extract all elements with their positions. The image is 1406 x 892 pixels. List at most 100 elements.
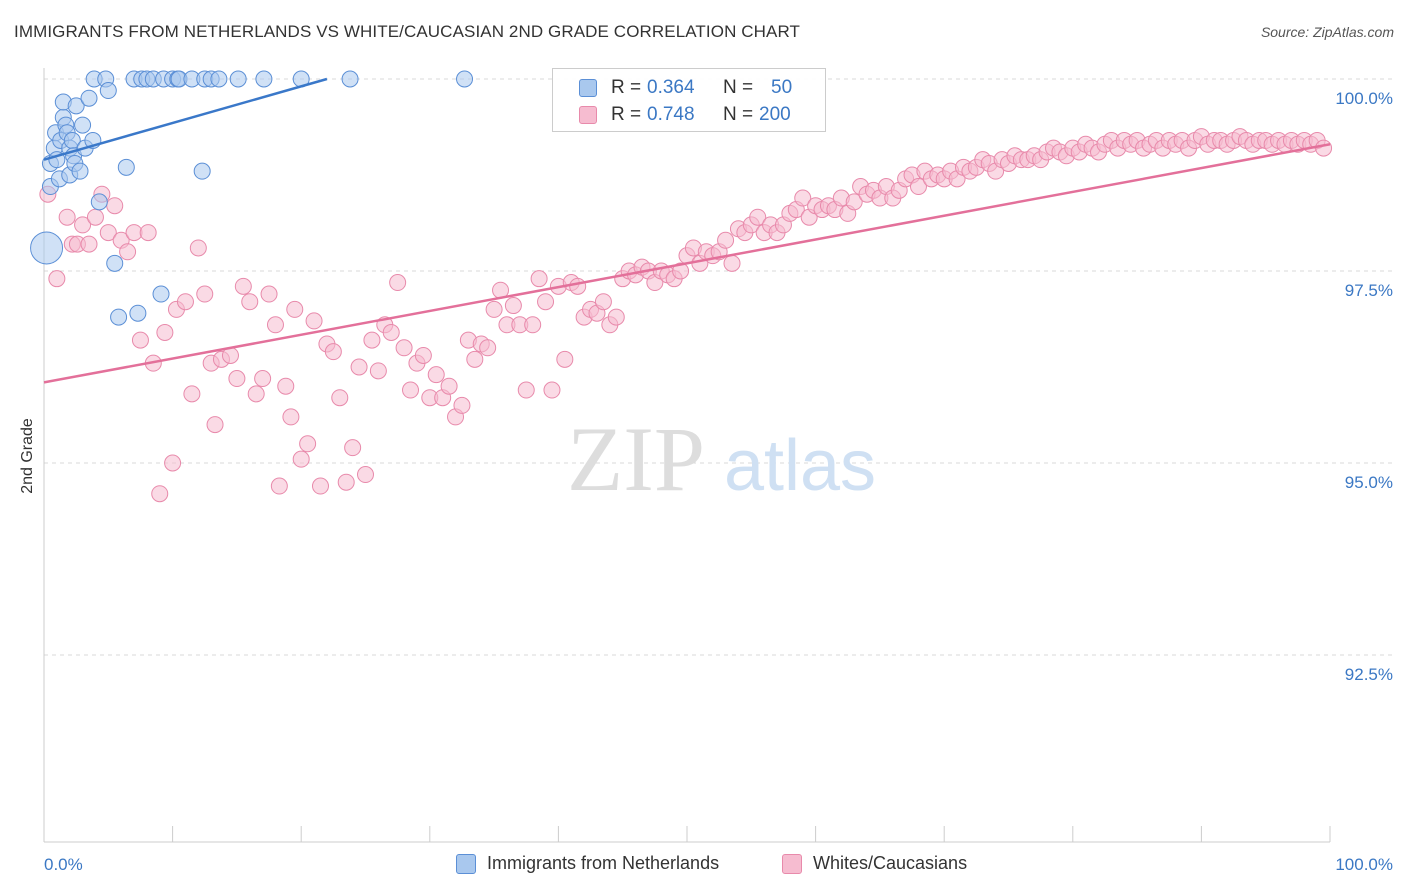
data-point-whites	[164, 454, 182, 472]
gridlines	[44, 78, 1395, 656]
bottom-legend-label-netherlands: Immigrants from Netherlands	[487, 853, 720, 873]
watermark-zip: ZIP	[567, 408, 705, 510]
data-point-whites	[382, 323, 400, 341]
data-point-netherlands	[152, 285, 170, 303]
tick-labels: 100.0% 97.5% 95.0% 92.5% 0.0% 100.0%	[44, 89, 1393, 874]
y-tick-label: 95.0%	[1345, 473, 1393, 492]
data-point-whites	[524, 316, 542, 334]
data-point-whites	[106, 197, 124, 215]
data-point-whites	[1315, 139, 1333, 157]
trend-line-whites	[43, 143, 1331, 384]
data-point-whites	[845, 193, 863, 211]
data-point-whites	[277, 377, 295, 395]
data-point-whites	[299, 435, 317, 453]
data-point-whites	[58, 208, 76, 226]
data-point-netherlands	[229, 70, 247, 88]
data-point-whites	[569, 277, 587, 295]
data-point-whites	[228, 370, 246, 388]
data-point-whites	[176, 293, 194, 311]
series-whites-caucasians	[39, 128, 1333, 503]
data-point-netherlands	[193, 162, 211, 180]
data-point-whites	[156, 323, 174, 341]
chart-title: IMMIGRANTS FROM NETHERLANDS VS WHITE/CAU…	[14, 22, 801, 41]
y-tick-label: 92.5%	[1345, 665, 1393, 684]
legend-n-value: 200	[759, 104, 791, 125]
data-point-netherlands	[255, 70, 273, 88]
data-point-whites	[305, 312, 323, 330]
data-point-whites	[344, 439, 362, 457]
data-point-whites	[414, 346, 432, 364]
data-point-whites	[594, 293, 612, 311]
data-point-whites	[292, 450, 310, 468]
legend-r-value: 0.364	[647, 77, 695, 98]
data-point-netherlands	[74, 116, 92, 134]
data-point-whites	[440, 377, 458, 395]
data-point-whites	[543, 381, 561, 399]
data-point-whites	[86, 208, 104, 226]
data-point-whites	[196, 285, 214, 303]
data-point-whites	[357, 466, 374, 484]
data-point-whites	[556, 350, 574, 368]
data-point-netherlands	[341, 70, 359, 88]
data-point-netherlands	[210, 70, 228, 88]
legend-swatch-blue	[579, 79, 597, 97]
data-point-whites	[254, 370, 272, 388]
data-point-whites	[427, 366, 445, 384]
data-point-netherlands	[110, 308, 128, 326]
data-point-whites	[350, 358, 368, 376]
data-point-whites	[723, 254, 741, 272]
series-immigrants-netherlands	[30, 70, 474, 326]
data-point-whites	[234, 277, 252, 295]
y-tick-label: 100.0%	[1335, 89, 1393, 108]
data-point-whites	[607, 308, 625, 326]
y-tick-label: 97.5%	[1345, 281, 1393, 300]
data-point-whites	[206, 416, 224, 434]
data-point-whites	[119, 243, 137, 261]
data-point-whites	[749, 208, 767, 226]
bottom-legend-label-whites: Whites/Caucasians	[813, 853, 968, 873]
data-point-whites	[337, 473, 355, 491]
watermark-atlas: atlas	[724, 426, 876, 506]
data-point-netherlands	[117, 158, 135, 176]
data-point-whites	[48, 270, 66, 288]
data-point-whites	[286, 300, 304, 318]
data-point-whites	[794, 189, 812, 207]
legend-r-value: 0.748	[647, 104, 695, 125]
data-point-whites	[504, 297, 522, 315]
source-label: Source: ZipAtlas.com	[1260, 24, 1394, 40]
data-point-whites	[909, 178, 927, 196]
legend-n-value: 50	[771, 77, 793, 98]
x-tick-label: 0.0%	[44, 855, 83, 874]
data-point-whites	[717, 231, 735, 249]
data-point-whites	[80, 235, 98, 253]
legend-row-netherlands: R = 0.364 N = 50	[553, 73, 825, 101]
bottom-legend-swatch-blue	[456, 854, 476, 874]
data-point-whites	[241, 293, 259, 311]
watermark: ZIP atlas	[567, 408, 876, 510]
data-point-whites	[466, 350, 484, 368]
data-point-whites	[389, 274, 407, 292]
bottom-legend-swatch-pink	[782, 854, 802, 874]
data-point-whites	[189, 239, 207, 257]
legend-swatch-pink	[579, 106, 597, 124]
data-point-whites	[485, 300, 503, 318]
legend-n-label: N =	[723, 104, 754, 125]
legend-n-label: N =	[723, 77, 754, 98]
legend-r-label: R =	[611, 104, 642, 125]
data-point-netherlands	[106, 254, 124, 272]
data-point-whites	[74, 216, 92, 234]
data-point-whites	[672, 262, 690, 280]
legend-r-label: R =	[611, 77, 642, 98]
data-point-whites	[395, 339, 413, 357]
data-point-netherlands	[90, 193, 108, 211]
data-point-whites	[479, 339, 497, 357]
data-point-whites	[260, 285, 278, 303]
data-point-whites	[282, 408, 300, 426]
legend-box: R = 0.364 N = 50 R = 0.748 N = 200	[552, 68, 826, 132]
data-point-whites	[517, 381, 535, 399]
data-point-whites	[151, 485, 169, 503]
data-point-whites	[369, 362, 387, 380]
data-point-whites	[183, 385, 201, 403]
data-point-netherlands	[129, 304, 147, 322]
